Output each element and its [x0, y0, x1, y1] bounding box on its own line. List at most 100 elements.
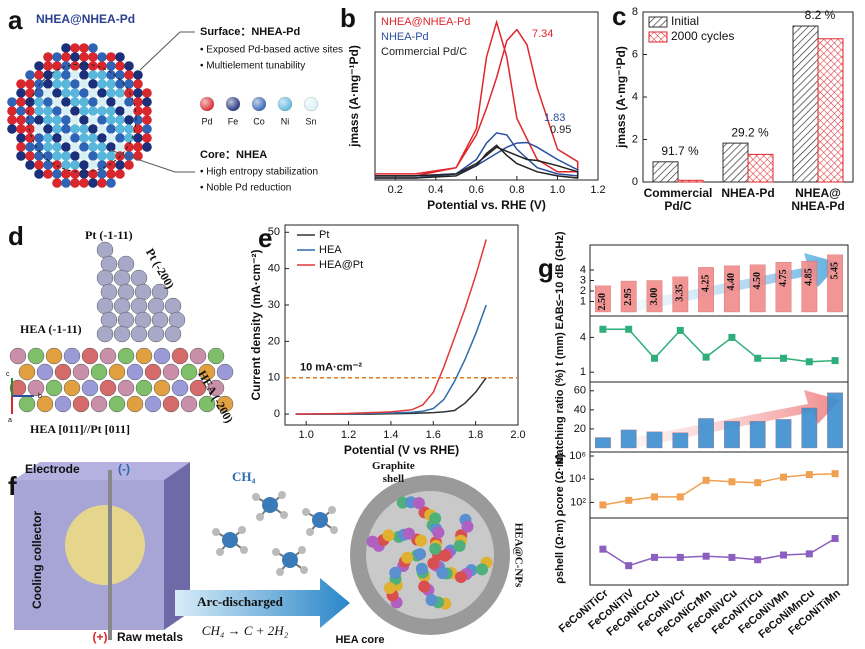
- atom: [88, 169, 98, 179]
- np-atom: [461, 520, 474, 533]
- reaction-label: CH₄ → C + 2H₂: [202, 623, 289, 638]
- atom: [7, 97, 17, 107]
- atom: [88, 88, 98, 98]
- value-label: 2.50: [597, 293, 608, 311]
- atom: [115, 115, 125, 125]
- atom: [97, 169, 107, 179]
- electrode-label: Electrode: [25, 462, 80, 476]
- annotation: 8.2 %: [805, 8, 836, 22]
- atom: [52, 151, 62, 161]
- atom: [133, 70, 143, 80]
- data-line: [602, 472, 836, 506]
- x-tick-label: 1.0: [550, 184, 565, 196]
- plot-frame: [284, 224, 519, 426]
- hea-atom: [189, 379, 207, 397]
- pt-atom: [96, 325, 114, 343]
- value-label: 2.95: [623, 288, 634, 306]
- atom: [106, 61, 116, 71]
- atom: [43, 106, 53, 116]
- atom: [79, 106, 89, 116]
- gas-label: CH₄: [232, 469, 256, 484]
- atom: [79, 88, 89, 98]
- atom: [34, 169, 44, 179]
- x-tick-label: NHEA-Pd: [721, 186, 775, 200]
- atom: [124, 115, 134, 125]
- atom: [25, 97, 35, 107]
- atom: [133, 97, 143, 107]
- pt-atom: [113, 297, 131, 315]
- atom: [52, 178, 62, 188]
- plot-frame: [374, 11, 599, 181]
- annotation: 7.34: [532, 28, 553, 40]
- hea-atom: [99, 379, 117, 397]
- y-tick-label: 4: [580, 264, 586, 276]
- hea-atom: [207, 379, 225, 397]
- atom: [88, 115, 98, 125]
- marker: [676, 553, 684, 561]
- atom: [7, 106, 17, 116]
- atom: [61, 88, 71, 98]
- pt-atom: [130, 269, 148, 287]
- y-axis-label: jmass (A·mg⁻¹Pd): [614, 46, 628, 149]
- atom: [61, 151, 71, 161]
- marker: [805, 358, 813, 366]
- atom: [97, 142, 107, 152]
- atom: [106, 169, 116, 179]
- x-tick-label: 1.6: [426, 429, 441, 441]
- atom: [61, 52, 71, 62]
- h-atom: [272, 548, 280, 556]
- atom: [115, 97, 125, 107]
- np-atom: [425, 593, 438, 606]
- hea-atom: [108, 395, 126, 413]
- element-label: Fe: [228, 116, 239, 126]
- h-atom: [238, 526, 246, 534]
- atom: [115, 61, 125, 71]
- collector-top: [14, 462, 190, 480]
- atom: [70, 160, 80, 170]
- y-tick-label: 3: [580, 274, 586, 286]
- y-axis-label: t (mm): [554, 332, 566, 366]
- atom: [16, 133, 26, 143]
- x-tick-label: Commercial Pd/C: [643, 186, 713, 213]
- bar: [620, 280, 637, 313]
- legend-swatch: [648, 16, 668, 28]
- atom: [61, 43, 71, 53]
- y-tick-label: 8: [632, 6, 638, 18]
- atom: [97, 97, 107, 107]
- atom: [61, 142, 71, 152]
- marker: [676, 493, 684, 501]
- bar: [747, 153, 774, 183]
- atom: [79, 124, 89, 134]
- y-tick-label: 60: [574, 385, 586, 397]
- bar: [801, 260, 818, 313]
- atom: [142, 124, 152, 134]
- marker: [754, 479, 762, 487]
- atom: [88, 124, 98, 134]
- value-label: 4.40: [726, 273, 737, 291]
- x-tick-label: 0.2: [388, 184, 403, 196]
- atom: [16, 88, 26, 98]
- atom: [106, 151, 116, 161]
- atom: [106, 88, 116, 98]
- hea-atom: [117, 379, 135, 397]
- atom: [43, 151, 53, 161]
- atom: [52, 133, 62, 143]
- atom: [52, 97, 62, 107]
- data-line: [295, 377, 487, 415]
- subplot-frame: [589, 517, 849, 586]
- atom: [25, 79, 35, 89]
- panel-label: g: [538, 253, 554, 283]
- data-line: [295, 304, 487, 415]
- atom: [25, 70, 35, 80]
- bar: [749, 421, 766, 449]
- y-tick-label: 40: [268, 263, 280, 275]
- value-label: 4.75: [778, 269, 789, 287]
- atom: [97, 151, 107, 161]
- bar: [698, 418, 714, 449]
- atom: [97, 178, 107, 188]
- bar: [672, 432, 689, 449]
- legend-label: NHEA@NHEA-Pd: [381, 16, 470, 28]
- collector-side: [164, 462, 190, 630]
- marker: [625, 325, 633, 333]
- value-label: 3.00: [649, 288, 660, 306]
